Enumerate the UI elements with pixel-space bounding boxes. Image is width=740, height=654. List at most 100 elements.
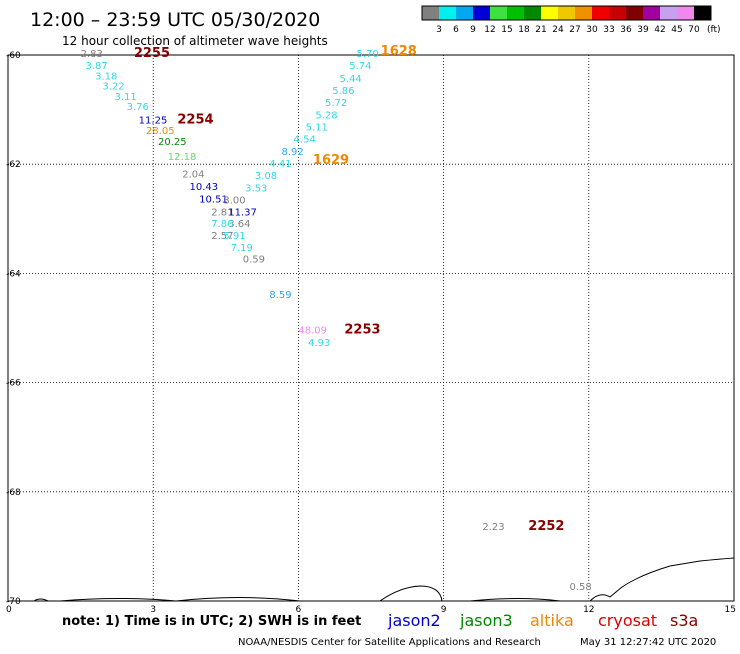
pass-time-label: 2252 xyxy=(528,519,564,534)
wave-height-label: 48.09 xyxy=(298,325,327,336)
x-tick-label: 0 xyxy=(6,605,12,615)
colorbar-swatch xyxy=(439,6,456,20)
pass-time-label: 2255 xyxy=(134,46,170,61)
grid xyxy=(8,55,734,601)
pass-time-label: 1628 xyxy=(381,44,417,59)
satellite-legend-item: s3a xyxy=(670,611,698,630)
colorbar-label: 15 xyxy=(501,25,512,35)
wave-height-label: 3.11 xyxy=(114,92,136,103)
colorbar-label: 24 xyxy=(552,25,564,35)
satellite-legend-item: jason2 xyxy=(387,611,441,630)
y-tick-label: -60 xyxy=(6,51,21,61)
y-tick-label: -70 xyxy=(6,597,21,607)
wave-height-label: 10.51 xyxy=(199,194,228,205)
wave-height-label: 8.59 xyxy=(269,290,291,301)
colorbar-label: 39 xyxy=(637,25,649,35)
satellite-legend: jason2 jason3 altika cryosat s3a xyxy=(387,611,698,630)
colorbar-label: 3 xyxy=(436,25,442,35)
wave-height-label: 11.37 xyxy=(228,208,257,219)
plot-frame xyxy=(7,54,735,602)
wave-height-label: 12.18 xyxy=(168,152,197,163)
wave-height-label: 11.25 xyxy=(139,115,168,126)
wave-height-label: 20.25 xyxy=(158,137,187,148)
colorbar-label: 21 xyxy=(535,25,546,35)
note-text: note: 1) Time is in UTC; 2) SWH is in fe… xyxy=(62,614,361,629)
colorbar-swatch xyxy=(592,6,609,20)
colorbar-swatch xyxy=(507,6,524,20)
wave-height-label: 2.57 xyxy=(211,231,233,242)
wave-height-label: 3.22 xyxy=(102,81,124,92)
colorbar-swatch xyxy=(524,6,541,20)
colorbar-legend: 3 6 9 12 15 18 21 24 27 30 33 36 39 42 45 70 (ft) xyxy=(421,5,721,35)
wave-height-label: 5.44 xyxy=(340,74,362,85)
colorbar-swatch xyxy=(575,6,592,20)
wave-height-label: 3.64 xyxy=(228,219,250,230)
wave-height-label: 5.72 xyxy=(325,98,347,109)
colorbar-label: 30 xyxy=(586,25,598,35)
wave-height-label: 5.28 xyxy=(315,110,337,121)
x-tick-label: 9 xyxy=(441,605,447,615)
wave-height-label: 5.70 xyxy=(356,49,378,60)
colorbar-swatch xyxy=(541,6,558,20)
chart-subtitle: 12 hour collection of altimeter wave hei… xyxy=(62,34,328,48)
colorbar-swatch xyxy=(660,6,677,20)
satellite-legend-item: cryosat xyxy=(598,611,657,630)
wave-height-label: 5.74 xyxy=(349,61,371,72)
wave-height-label: 5.86 xyxy=(332,86,354,97)
chart-title: 12:00 – 23:59 UTC 05/30/2020 xyxy=(30,9,320,31)
axis-ticks: -60 -62 -64 -66 -68 -700 3 6 9 12 15 xyxy=(6,51,736,615)
x-tick-label: 15 xyxy=(725,605,736,615)
wave-height-label: 2.81 xyxy=(211,208,233,219)
wave-height-label: 3.53 xyxy=(245,184,267,195)
wave-height-label: 0.58 xyxy=(569,582,591,593)
colorbar-border xyxy=(421,5,712,21)
colorbar-swatch xyxy=(490,6,507,20)
wave-height-label: 3.18 xyxy=(95,72,117,83)
colorbar-swatch xyxy=(456,6,473,20)
x-tick-label: 3 xyxy=(150,605,156,615)
wave-height-label: 10.43 xyxy=(190,182,219,193)
satellite-legend-item: jason3 xyxy=(459,611,513,630)
colorbar-label: 70 xyxy=(688,25,700,35)
coastline xyxy=(33,557,735,602)
colorbar-swatch xyxy=(677,6,694,20)
pass-time-label: 2254 xyxy=(177,112,213,127)
wave-height-label: 28.05 xyxy=(146,126,175,137)
wave-height-label: 2.83 xyxy=(81,49,103,60)
colorbar-label: 45 xyxy=(671,25,682,35)
y-tick-label: -66 xyxy=(6,379,21,389)
colorbar-swatch xyxy=(694,6,711,20)
pass-time-label: 1629 xyxy=(313,153,349,168)
y-tick-label: -64 xyxy=(6,269,21,279)
wave-height-label: 7.86 xyxy=(211,219,233,230)
pass-labels: 2255 2254 1628 1629 2253 2252 xyxy=(134,44,565,534)
colorbar-swatch xyxy=(473,6,490,20)
wave-height-label: 5.11 xyxy=(306,122,328,133)
footer-timestamp: May 31 12:27:42 UTC 2020 xyxy=(580,637,716,648)
colorbar-swatch xyxy=(558,6,575,20)
colorbar-label: 9 xyxy=(470,25,476,35)
wave-height-label: 5.91 xyxy=(223,231,245,242)
colorbar-label: 33 xyxy=(603,25,614,35)
satellite-legend-item: altika xyxy=(530,611,574,630)
wave-height-label: 8.92 xyxy=(281,147,303,158)
colorbar-label: 42 xyxy=(654,25,665,35)
footer-credit: NOAA/NESDIS Center for Satellite Applica… xyxy=(238,637,541,648)
pass-time-label: 2253 xyxy=(344,322,380,337)
colorbar-label: 12 xyxy=(484,25,495,35)
colorbar-swatch xyxy=(609,6,626,20)
wave-height-label: 3.00 xyxy=(223,196,245,207)
colorbar-unit: (ft) xyxy=(707,25,721,35)
antarctic-coastline xyxy=(33,557,735,602)
x-tick-label: 6 xyxy=(296,605,302,615)
wave-height-label: 4.41 xyxy=(269,159,291,170)
y-tick-label: -68 xyxy=(6,488,21,498)
wave-height-label: 4.54 xyxy=(294,134,316,145)
colorbar-swatch xyxy=(643,6,660,20)
wave-height-label: 3.08 xyxy=(255,171,277,182)
wave-height-label: 2.04 xyxy=(182,169,204,180)
wave-height-label: 4.93 xyxy=(308,338,330,349)
wave-height-label: 3.87 xyxy=(85,61,107,72)
